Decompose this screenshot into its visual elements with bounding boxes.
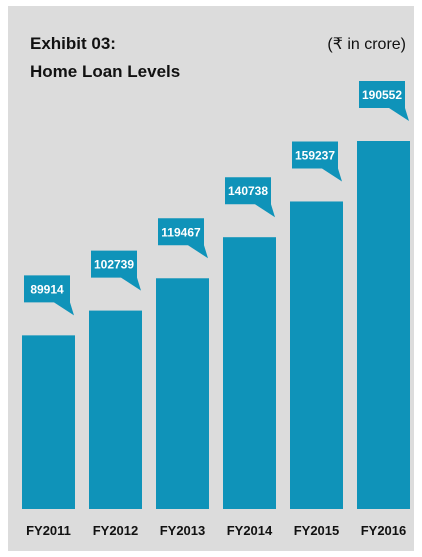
x-axis-ticks: FY2011 FY2012 FY2013 FY2014 FY2015 FY2016 [26, 523, 406, 538]
data-label: 89914 [30, 282, 64, 296]
chart-frame: Exhibit 03: Home Loan Levels (₹ in crore… [8, 6, 414, 551]
bar-fy2012 [89, 310, 142, 509]
bars-group: 89914 102739 119467 140738 159237 190552 [22, 81, 410, 510]
bar-fy2015 [290, 201, 343, 510]
bar-chart: Exhibit 03: Home Loan Levels (₹ in crore… [22, 34, 410, 538]
callout-fy2015 [292, 141, 342, 182]
bar-fy2014 [223, 237, 276, 509]
x-tick-label: FY2014 [227, 523, 273, 538]
chart-subtitle: Home Loan Levels [30, 62, 180, 81]
bar-fy2013 [156, 278, 209, 509]
bar-fy2011 [22, 335, 75, 509]
callout-fy2011 [24, 275, 74, 316]
x-tick-label: FY2016 [361, 523, 407, 538]
chart-title: Exhibit 03: [30, 34, 116, 53]
data-label: 102739 [94, 258, 134, 272]
unit-label: (₹ in crore) [327, 36, 406, 53]
x-tick-label: FY2011 [26, 523, 71, 538]
callout-fy2012 [91, 250, 141, 291]
data-label: 119467 [161, 225, 201, 239]
data-label: 159237 [295, 148, 335, 162]
x-tick-label: FY2012 [93, 523, 139, 538]
callout-fy2013 [158, 218, 208, 259]
data-label: 190552 [362, 88, 402, 102]
bar-fy2016 [357, 141, 410, 509]
x-tick-label: FY2015 [294, 523, 340, 538]
data-label: 140738 [228, 184, 268, 198]
callout-fy2016 [359, 81, 409, 121]
x-tick-label: FY2013 [160, 523, 206, 538]
callout-fy2014 [225, 177, 275, 218]
